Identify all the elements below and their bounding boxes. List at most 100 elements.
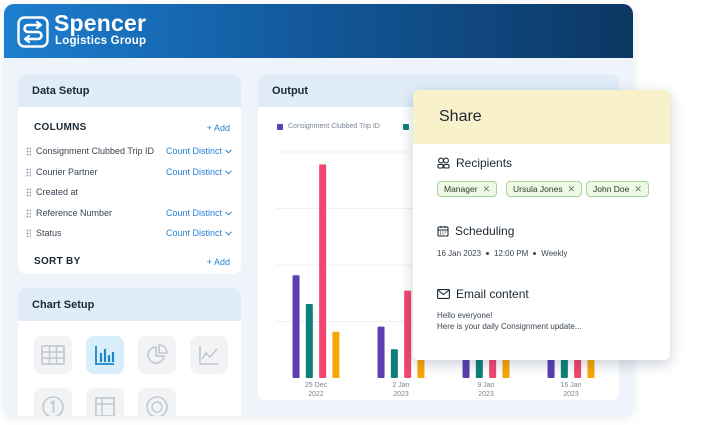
mail-icon: [437, 289, 450, 299]
chart-bar[interactable]: [475, 357, 483, 378]
columns-title: COLUMNS: [34, 122, 87, 133]
chevron-down-icon: [225, 148, 232, 154]
chart-setup-panel: Chart Setup: [18, 288, 241, 416]
share-title: Share: [413, 90, 670, 144]
chart-bar[interactable]: [560, 357, 568, 378]
chart-bar[interactable]: [292, 275, 300, 378]
spencer-logo-icon: [17, 16, 49, 48]
brand-name: Spencer: [54, 10, 147, 36]
x-tick-label: 9 Jan: [477, 382, 494, 389]
column-row[interactable]: Created at: [26, 185, 232, 199]
recipient-chip[interactable]: Manager ✕: [437, 181, 498, 197]
recipient-name: John Doe: [593, 184, 630, 194]
x-tick-label: 2023: [393, 391, 409, 398]
add-sort-button[interactable]: + Add: [206, 256, 230, 267]
x-tick-label: 2 Jan: [392, 382, 409, 389]
add-column-button[interactable]: + Add: [206, 122, 230, 133]
column-row[interactable]: Courier Partner Count Distinct: [26, 165, 232, 179]
chart-bar[interactable]: [390, 349, 398, 378]
brand-subtitle: Logistics Group: [55, 35, 147, 47]
separator-dot: [486, 252, 490, 255]
schedule-time: 12:00 PM: [494, 249, 529, 258]
column-row[interactable]: Reference Number Count Distinct: [26, 206, 232, 220]
email-body[interactable]: Here is your daily Consignment update...: [437, 322, 582, 331]
recipients-title: Recipients: [456, 156, 513, 170]
chart-bar[interactable]: [574, 357, 582, 378]
sort-section-header: SORT BY + Add: [34, 256, 230, 267]
drag-handle-icon[interactable]: [26, 167, 31, 177]
x-tick-label: 2023: [563, 391, 579, 398]
chart-bar[interactable]: [547, 357, 555, 378]
email-header: Email content: [437, 287, 529, 301]
scheduling-title: Scheduling: [455, 224, 515, 238]
data-setup-title: Data Setup: [18, 74, 241, 107]
x-tick-label: 2022: [308, 391, 324, 398]
legend-swatch: [277, 123, 283, 130]
recipient-name: Manager: [444, 184, 478, 194]
sort-by-title: SORT BY: [34, 256, 81, 267]
email-title: Email content: [456, 287, 529, 301]
chart-legend: Consignment Clubbed Trip ID: [277, 123, 409, 130]
recipient-chip[interactable]: John Doe ✕: [586, 181, 649, 197]
chart-bar[interactable]: [462, 357, 470, 378]
column-row[interactable]: Consignment Clubbed Trip ID Count Distin…: [26, 144, 232, 158]
schedule-date: 16 Jan 2023: [437, 249, 482, 258]
bar-chart: 25 Dec 2022 2 Jan 2023 9 Jan 2023 16 Jan 2023: [276, 151, 610, 398]
email-greeting[interactable]: Hello everyone!: [437, 311, 493, 320]
table-icon[interactable]: [34, 336, 72, 374]
column-name: Status: [36, 228, 62, 238]
gauge-icon[interactable]: [138, 388, 176, 416]
x-tick-label: 2023: [478, 391, 494, 398]
chart-bar[interactable]: [489, 357, 497, 378]
chart-setup-title: Chart Setup: [18, 288, 241, 321]
calendar-icon: [437, 226, 449, 237]
bar-chart-icon[interactable]: [86, 336, 124, 374]
column-name: Created at: [36, 187, 79, 197]
close-icon[interactable]: ✕: [634, 183, 642, 194]
recipient-name: Ursula Jones: [513, 184, 563, 194]
chart-bar[interactable]: [404, 290, 412, 378]
schedule-details[interactable]: 16 Jan 2023 12:00 PM Weekly: [437, 249, 567, 258]
drag-handle-icon[interactable]: [26, 228, 31, 238]
chart-bar[interactable]: [305, 304, 313, 378]
column-name: Consignment Clubbed Trip ID: [36, 146, 155, 156]
line-chart-icon[interactable]: [190, 336, 228, 374]
chart-bar[interactable]: [377, 326, 385, 378]
aggregation-dropdown[interactable]: Count Distinct: [166, 146, 232, 156]
chart-bar[interactable]: [417, 355, 425, 378]
chart-bar[interactable]: [502, 357, 510, 378]
chevron-down-icon: [225, 169, 232, 175]
recipient-chip[interactable]: Ursula Jones ✕: [506, 181, 583, 197]
x-tick-label: 16 Jan: [560, 382, 581, 389]
drag-handle-icon[interactable]: [26, 208, 31, 218]
scheduling-header: Scheduling: [437, 224, 514, 238]
app-header: Spencer Logistics Group: [4, 4, 633, 58]
number-icon[interactable]: [34, 388, 72, 416]
aggregation-dropdown[interactable]: Count Distinct: [166, 228, 232, 238]
aggregation-dropdown[interactable]: Count Distinct: [166, 167, 232, 177]
pie-chart-icon[interactable]: [138, 336, 176, 374]
chart-bar[interactable]: [587, 357, 595, 378]
close-icon[interactable]: ✕: [567, 183, 576, 194]
separator-dot: [533, 252, 537, 255]
column-name: Courier Partner: [36, 167, 98, 177]
schedule-frequency: Weekly: [541, 249, 568, 258]
drag-handle-icon[interactable]: [26, 146, 31, 156]
column-name: Reference Number: [36, 208, 113, 218]
close-icon[interactable]: ✕: [482, 183, 491, 194]
x-tick-label: 25 Dec: [305, 382, 328, 389]
share-dialog: Share Recipients Manager ✕ Ursula Jones …: [413, 90, 670, 360]
columns-section-header: COLUMNS + Add: [34, 122, 230, 133]
legend-label: Consignment Clubbed Trip ID: [288, 123, 380, 130]
pivot-table-icon[interactable]: [86, 388, 124, 416]
column-row[interactable]: Status Count Distinct: [26, 226, 232, 240]
data-setup-panel: Data Setup COLUMNS + Add Consignment Clu…: [18, 74, 241, 274]
drag-handle-icon[interactable]: [26, 187, 31, 197]
aggregation-dropdown[interactable]: Count Distinct: [166, 208, 232, 218]
chart-bar[interactable]: [319, 164, 327, 378]
recipients-header: Recipients: [437, 156, 512, 170]
users-icon: [437, 157, 450, 169]
chart-bar[interactable]: [332, 331, 340, 378]
chevron-down-icon: [225, 210, 232, 216]
chevron-down-icon: [225, 230, 232, 236]
